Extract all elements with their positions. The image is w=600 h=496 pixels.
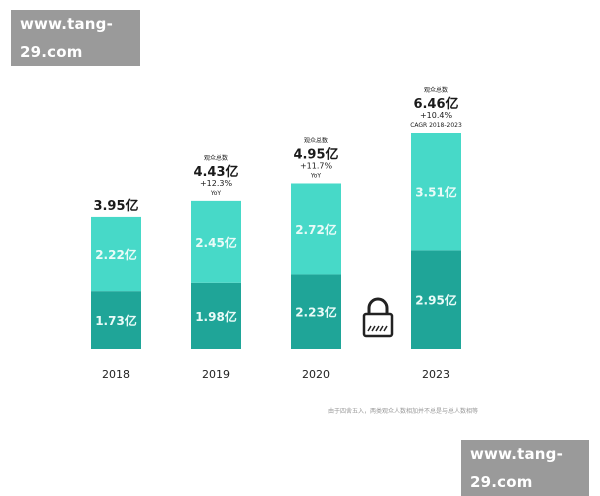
bar-bottom-label-2018: 1.73亿: [95, 313, 137, 328]
bar-top-label-2019: 2.45亿: [195, 235, 237, 250]
x-tick-2019: 2019: [202, 368, 230, 381]
bar-bottom-2020: [291, 274, 341, 349]
footnote: 由于四舍五入，两类观众人数相加并不总是与总人数相等: [327, 408, 478, 415]
total-value-2018: 3.95亿: [93, 198, 138, 214]
lock-hatch: [367, 325, 372, 332]
x-tick-2020: 2020: [302, 368, 330, 381]
bar-top-2018: [91, 216, 141, 292]
bar-top-label-2023: 3.51亿: [415, 185, 457, 200]
bar-bottom-label-2023: 2.95亿: [415, 293, 457, 308]
total-value-2019: 4.43亿: [193, 164, 238, 180]
x-tick-2023: 2023: [422, 368, 450, 381]
total-growth-label-2020: YoY: [310, 172, 322, 179]
bar-bottom-2023: [411, 250, 461, 349]
total-value-2023: 6.46亿: [413, 96, 458, 112]
x-tick-2018: 2018: [102, 368, 130, 381]
watermark-top: www.tang-29.com: [11, 10, 140, 66]
bar-top-label-2020: 2.72亿: [295, 222, 337, 237]
total-caption-2020: 观众总数: [304, 136, 328, 144]
bar-bottom-label-2019: 1.98亿: [195, 309, 237, 324]
bar-top-2019: [191, 200, 241, 283]
bar-top-label-2018: 2.22亿: [95, 247, 137, 262]
bar-bottom-label-2020: 2.23亿: [295, 305, 337, 320]
lock-body: [362, 312, 394, 338]
watermark-bottom: www.tang-29.com: [461, 440, 589, 496]
bar-top-2023: [411, 133, 461, 251]
total-caption-2019: 观众总数: [204, 154, 228, 162]
total-growth-2020: +11.7%: [300, 161, 333, 170]
lock-shackle: [367, 297, 389, 314]
total-growth-2019: +12.3%: [200, 179, 233, 188]
bar-bottom-2018: [91, 291, 141, 349]
total-growth-label-2023: CAGR 2018-2023: [410, 122, 462, 129]
total-growth-label-2019: YoY: [210, 190, 222, 197]
lock-hatch: [375, 325, 380, 332]
lock-hatch: [371, 325, 376, 332]
stacked-bar-chart: 1.73亿 2.22亿 2018 3.95亿 1.98亿 2.45亿 2019 YoY +12.…: [91, 86, 462, 381]
total-growth-2023: +10.4%: [420, 111, 453, 120]
lock-hatch: [379, 325, 384, 332]
lock-hatch: [383, 325, 388, 332]
total-value-2020: 4.95亿: [293, 146, 338, 162]
total-caption-2023: 观众总数: [424, 86, 448, 94]
bar-top-2020: [291, 183, 341, 275]
bar-bottom-2019: [191, 282, 241, 349]
